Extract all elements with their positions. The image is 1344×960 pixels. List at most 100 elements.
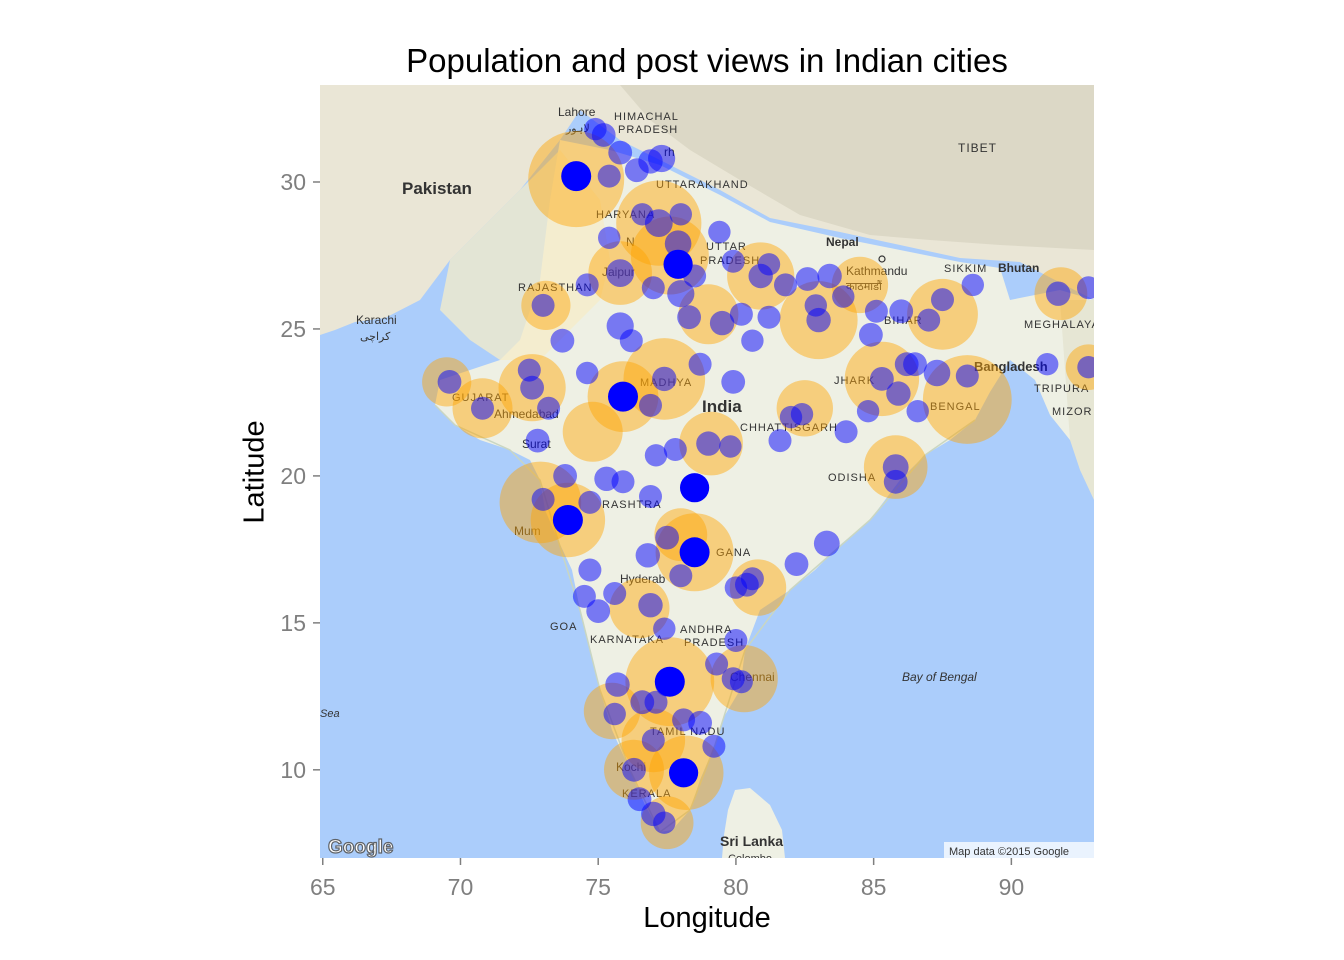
views-point (961, 273, 984, 297)
views-point (531, 293, 555, 317)
label-tripura: TRIPURA (1034, 383, 1089, 395)
views-point (638, 593, 663, 618)
views-point (644, 444, 668, 467)
views-point (639, 485, 662, 508)
views-point (627, 787, 652, 812)
views-point (605, 672, 630, 697)
label-pakistan: Pakistan (402, 179, 472, 198)
views-point (517, 358, 541, 382)
views-point (834, 420, 858, 444)
views-point (655, 525, 679, 550)
label-odisha: ODISHA (828, 472, 876, 484)
views-point (757, 253, 781, 276)
views-point (606, 259, 635, 287)
views-point (550, 328, 575, 353)
views-point (598, 226, 621, 249)
views-point (724, 629, 748, 652)
label-meghalaya: MEGHALAYA (1024, 319, 1100, 331)
views-point (724, 576, 748, 599)
label-colombo: Colombo (728, 853, 772, 865)
views-point (768, 429, 792, 453)
views-point (906, 400, 929, 423)
views-point (576, 361, 599, 385)
views-point (729, 670, 753, 694)
views-point (790, 403, 814, 426)
views-point (537, 396, 561, 420)
label-tibet: TIBET (958, 141, 997, 155)
views-point (641, 728, 665, 752)
views-point (889, 299, 914, 324)
views-point (923, 359, 951, 387)
label-lahore: Lahore (558, 105, 596, 119)
views-point (667, 280, 695, 308)
land-tibet (620, 85, 1094, 250)
google-logo: Google (328, 837, 393, 858)
views-point (804, 294, 827, 317)
label-nepal: Nepal (826, 235, 859, 249)
map-attribution[interactable]: Map data ©2015 Google (949, 846, 1069, 858)
label-sri-lanka: Sri Lanka (720, 833, 783, 849)
land-srilanka (722, 788, 785, 858)
x-tick-label: 65 (310, 874, 336, 900)
views-point (663, 438, 687, 461)
views-point (520, 375, 544, 400)
views-point (652, 366, 677, 392)
land-east (1060, 300, 1094, 500)
views-point (578, 558, 602, 582)
views-point (917, 308, 941, 332)
views-point (608, 140, 633, 165)
views-point (859, 322, 883, 347)
views-point (774, 273, 797, 297)
views-point (677, 305, 701, 330)
label-bangladesh: Bangladesh (974, 359, 1048, 374)
views-point (729, 302, 753, 326)
views-point (655, 672, 679, 697)
views-point (894, 352, 919, 377)
y-tick-label: 20 (280, 463, 306, 489)
views-point (719, 435, 742, 458)
views-point (757, 305, 781, 329)
views-point (795, 267, 820, 291)
views-point (669, 758, 699, 788)
views-point (553, 464, 577, 488)
views-point (883, 469, 908, 494)
views-point (680, 473, 710, 503)
label-bay-of-bengal: Bay of Bengal (902, 670, 977, 684)
points-layer (422, 117, 1094, 850)
label-kathmandu-local: काठमाडौं (846, 280, 882, 293)
views-point (679, 537, 710, 568)
views-point (586, 599, 611, 623)
label-hyderabad: Hyderab (620, 572, 666, 586)
x-axis: 65 70 75 80 85 90 (310, 858, 1024, 900)
views-point (653, 617, 676, 640)
views-point (603, 582, 627, 605)
x-tick-label: 80 (723, 874, 749, 900)
label-telangana: GANA (716, 547, 751, 559)
x-tick-label: 70 (448, 874, 474, 900)
views-point (639, 393, 662, 417)
y-tick-label: 30 (280, 169, 306, 195)
views-point (531, 487, 555, 511)
label-lahore-urdu: لاہور (565, 123, 590, 135)
views-point (721, 370, 746, 394)
label-mizoram: MIZOR (1052, 406, 1092, 418)
views-point (856, 400, 880, 423)
label-himachal: HIMACHAL (614, 111, 679, 123)
label-andhra: ANDHRA (680, 624, 732, 636)
views-point (552, 505, 583, 535)
views-point (817, 263, 842, 289)
x-tick-label: 85 (861, 874, 887, 900)
views-point (641, 276, 665, 300)
views-point (709, 310, 735, 336)
chart-title: Population and post views in Indian citi… (406, 42, 1008, 79)
views-point (1077, 276, 1094, 300)
views-point (669, 203, 692, 226)
y-tick-label: 10 (280, 757, 306, 783)
label-goa: GOA (550, 621, 577, 633)
views-point (931, 288, 954, 312)
views-point (688, 352, 712, 376)
label-sikkim: SIKKIM (944, 263, 987, 275)
label-bhutan: Bhutan (998, 261, 1039, 275)
kathmandu-marker (878, 255, 886, 263)
views-point (572, 584, 596, 608)
